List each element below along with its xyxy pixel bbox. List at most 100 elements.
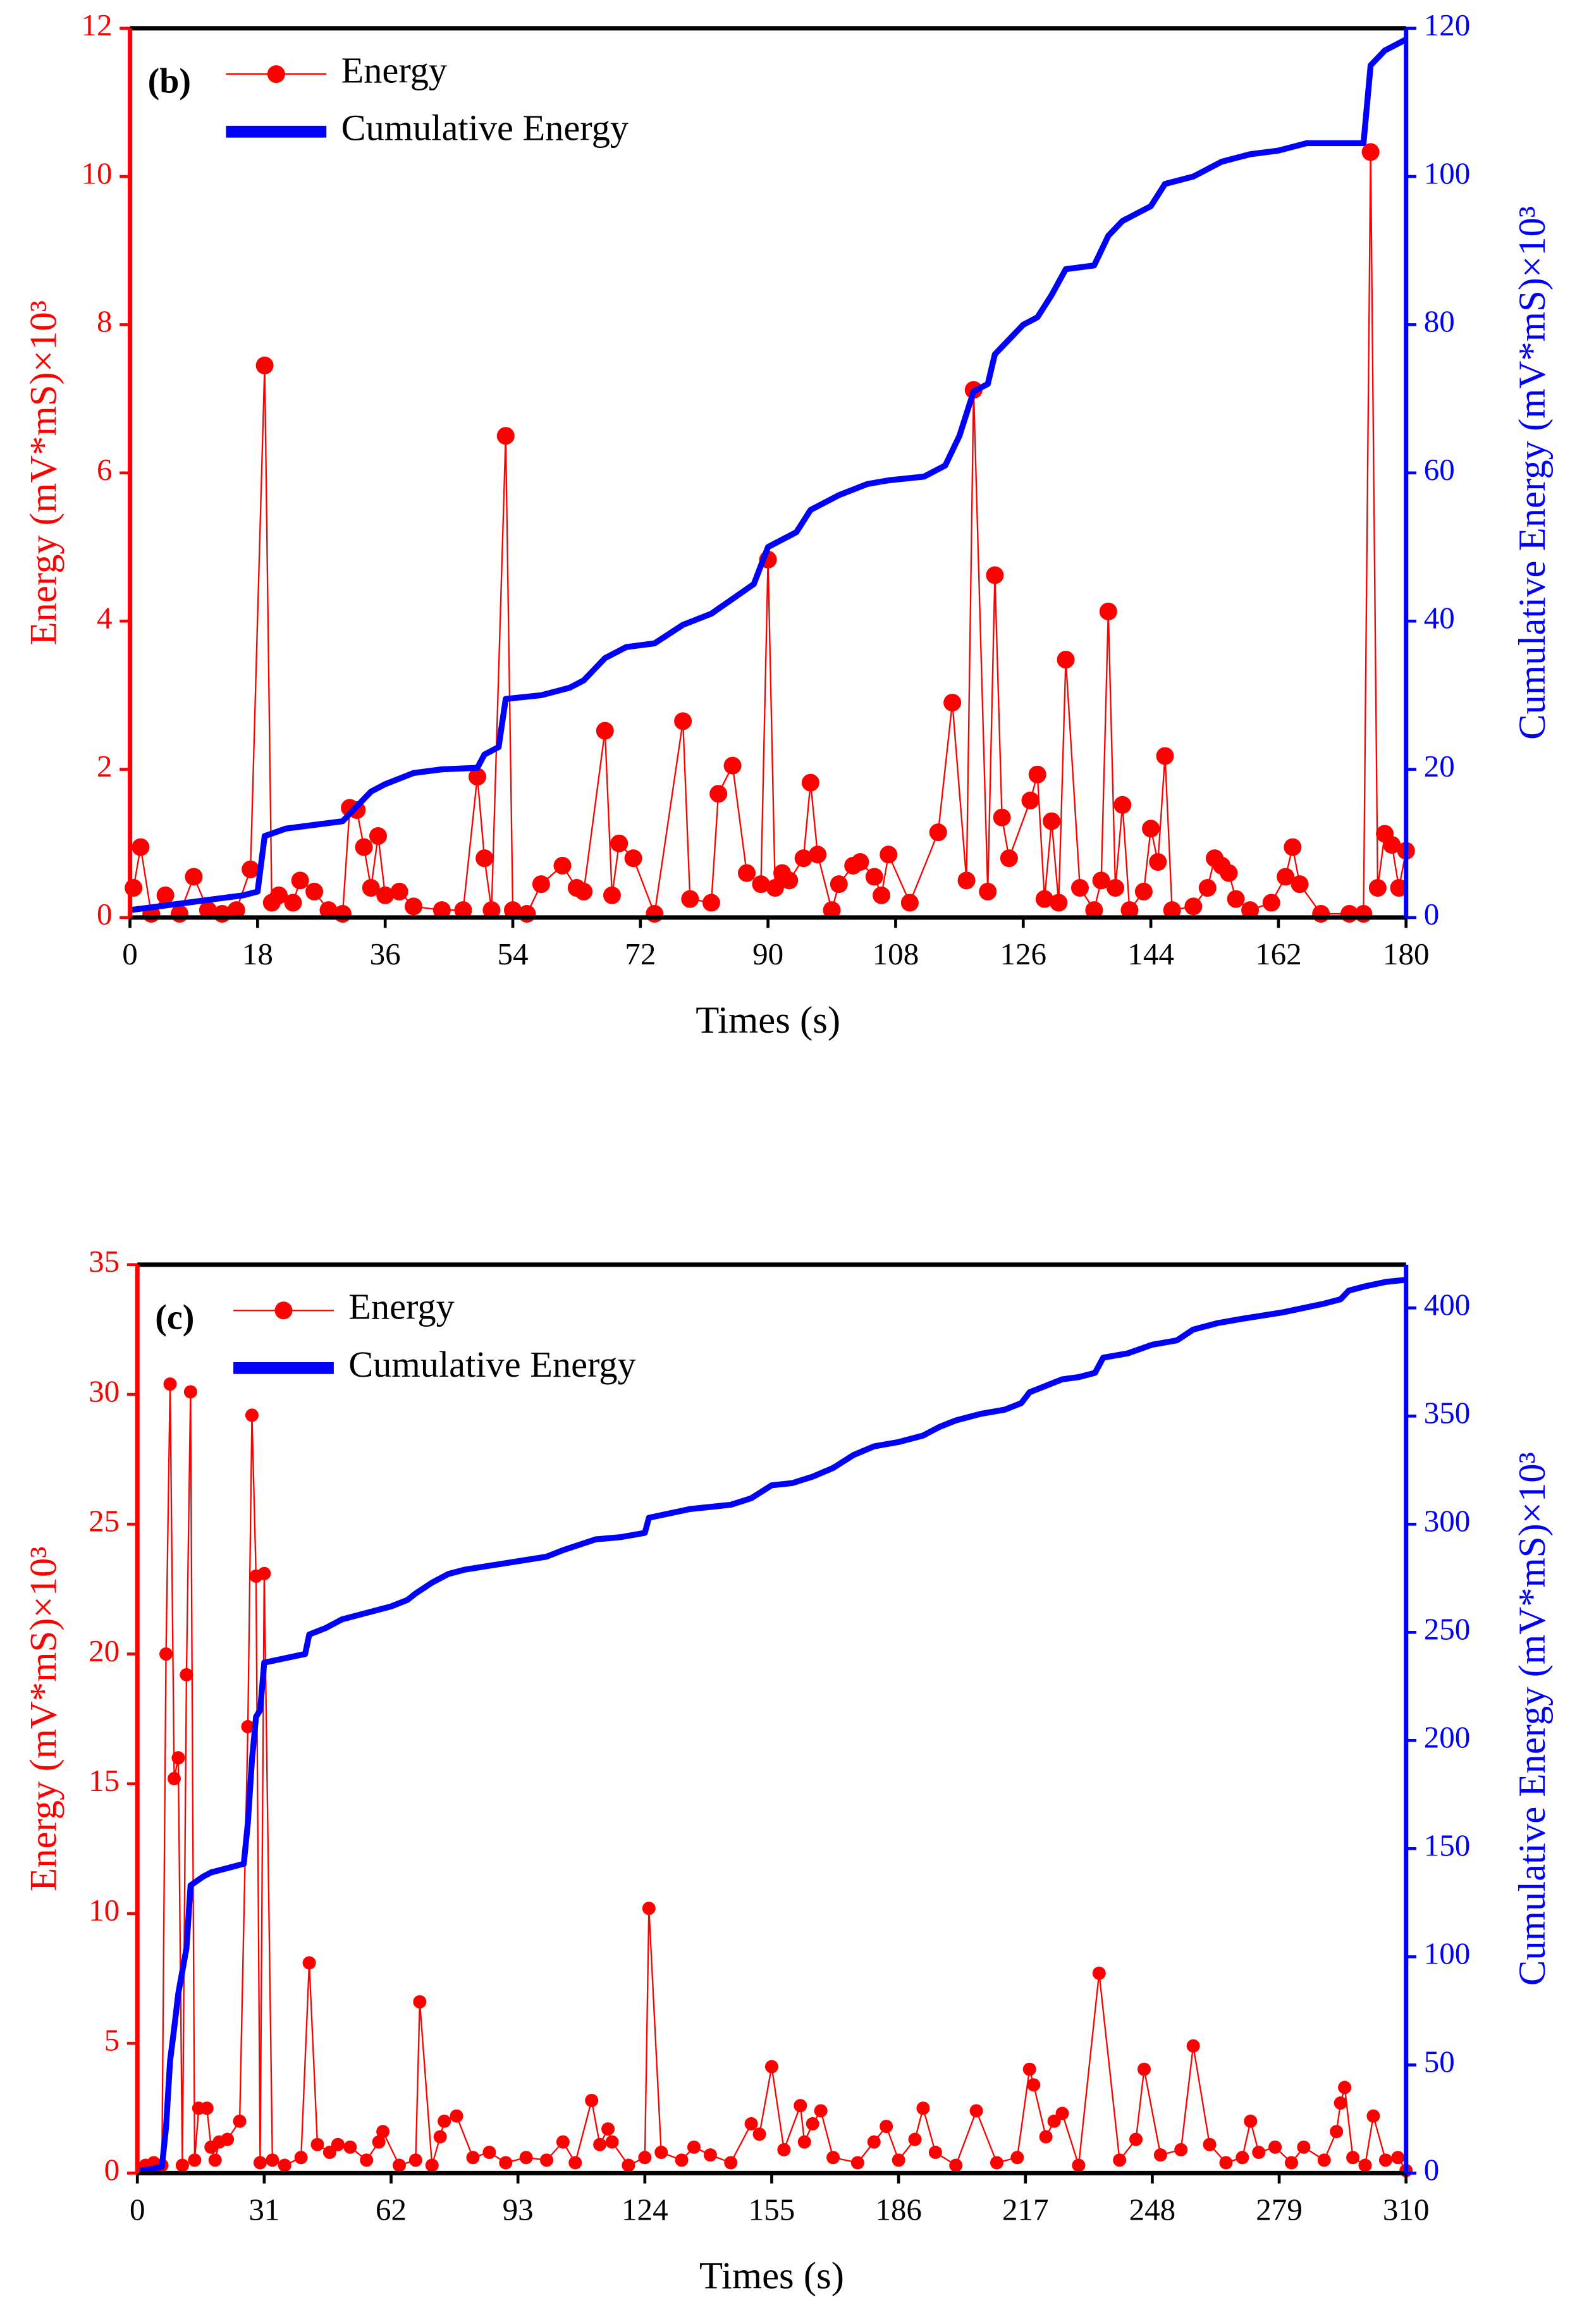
energy-point — [163, 1377, 177, 1391]
energy-point — [1334, 2096, 1347, 2110]
energy-point — [744, 2117, 758, 2130]
energy-point — [1055, 2106, 1069, 2120]
energy-point — [814, 2104, 828, 2118]
energy-point — [1346, 2151, 1360, 2165]
energy-point — [1354, 905, 1373, 923]
energy-point — [1358, 2158, 1372, 2172]
x-tick-label: 162 — [1255, 937, 1302, 971]
x-tick-label: 186 — [875, 2192, 922, 2227]
energy-point — [1000, 849, 1018, 868]
energy-point — [794, 849, 813, 868]
energy-point — [553, 856, 572, 875]
x-tick-label: 124 — [622, 2192, 668, 2227]
energy-point — [245, 1408, 259, 1422]
panel-label: (c) — [155, 1298, 194, 1337]
legend-label: Cumulative Energy — [348, 1344, 636, 1385]
y2-tick-label: 250 — [1424, 1612, 1471, 1647]
y-tick-label: 0 — [97, 897, 113, 931]
y-tick-label: 25 — [89, 1504, 120, 1539]
y2-tick-label: 40 — [1424, 600, 1455, 635]
energy-point — [1391, 2151, 1405, 2165]
x-tick-label: 31 — [248, 2192, 279, 2227]
energy-point — [986, 566, 1004, 584]
energy-point — [1203, 2137, 1217, 2151]
energy-point — [780, 871, 799, 890]
energy-point — [556, 2135, 570, 2149]
y2-tick-label: 100 — [1424, 1936, 1471, 1971]
energy-point — [681, 890, 699, 908]
x-axis-title: Times (s) — [696, 999, 840, 1042]
energy-point — [1021, 791, 1040, 809]
energy-point — [257, 1566, 271, 1580]
energy-point — [432, 901, 451, 919]
energy-point — [390, 882, 408, 901]
y2-tick-label: 120 — [1424, 8, 1471, 42]
y2-axis-title: Cumulative Energy (mV*mS)×10³ — [1511, 1452, 1554, 1986]
y2-tick-label: 400 — [1424, 1287, 1471, 1322]
energy-point — [1366, 2109, 1380, 2123]
energy-point — [1163, 901, 1181, 919]
energy-point — [408, 2153, 422, 2167]
energy-point — [1236, 2151, 1249, 2165]
energy-point — [376, 886, 395, 904]
energy-point — [1120, 901, 1139, 919]
chart-panel: 0 18 36 54 72 90 108 126 144 162 18002468101202040… — [23, 8, 1554, 1042]
energy-point — [233, 2114, 247, 2128]
energy-point — [305, 882, 324, 901]
energy-point — [1184, 897, 1203, 916]
energy-point — [1027, 2078, 1041, 2092]
energy-point — [1262, 894, 1280, 912]
energy-point — [294, 2151, 308, 2165]
energy-point — [723, 756, 742, 775]
energy-point — [638, 2151, 652, 2165]
energy-point — [466, 2151, 480, 2165]
y-tick-label: 10 — [89, 1893, 120, 1927]
energy-point — [1277, 868, 1295, 886]
energy-point — [610, 834, 629, 852]
y2-tick-label: 80 — [1424, 304, 1455, 339]
energy-point — [255, 356, 274, 374]
x-tick-label: 180 — [1383, 937, 1430, 971]
energy-point — [1241, 901, 1260, 919]
energy-point — [221, 2132, 235, 2146]
energy-point — [475, 849, 494, 868]
y2-tick-label: 150 — [1424, 1828, 1471, 1863]
energy-point — [1284, 2156, 1299, 2170]
energy-point — [362, 879, 380, 897]
energy-point — [1220, 864, 1238, 882]
x-tick-label: 108 — [873, 937, 919, 971]
energy-point — [291, 871, 309, 890]
y-axis-title: Energy (mV*mS)×10³ — [23, 300, 65, 645]
energy-point — [1383, 836, 1401, 854]
energy-point — [830, 875, 848, 894]
energy-point — [1174, 2143, 1188, 2156]
energy-point — [200, 2101, 214, 2115]
energy-point — [360, 2153, 374, 2167]
energy-point — [1198, 879, 1217, 897]
cumulative-line — [137, 1277, 1407, 2174]
energy-point — [468, 768, 486, 786]
energy-point — [826, 2151, 840, 2165]
energy-point — [454, 901, 472, 919]
x-tick-label: 248 — [1129, 2192, 1176, 2227]
energy-point — [392, 2158, 406, 2172]
energy-point — [943, 694, 962, 712]
energy-point — [752, 875, 770, 894]
energy-point — [242, 860, 260, 878]
y-tick-label: 8 — [97, 304, 113, 339]
y2-tick-label: 300 — [1424, 1504, 1471, 1539]
x-tick-label: 144 — [1127, 937, 1174, 971]
energy-point — [503, 901, 522, 919]
energy-point — [593, 2137, 607, 2151]
energy-point — [1129, 2132, 1143, 2146]
x-tick-label: 93 — [503, 2192, 534, 2227]
energy-point — [1312, 905, 1330, 923]
energy-point — [1368, 879, 1387, 897]
energy-point — [185, 868, 203, 886]
energy-point — [499, 2156, 513, 2170]
energy-point — [132, 838, 150, 856]
x-tick-label: 62 — [376, 2192, 407, 2227]
energy-point — [1057, 651, 1075, 669]
energy-line — [145, 1383, 1407, 2171]
y2-tick-label: 350 — [1424, 1396, 1471, 1430]
